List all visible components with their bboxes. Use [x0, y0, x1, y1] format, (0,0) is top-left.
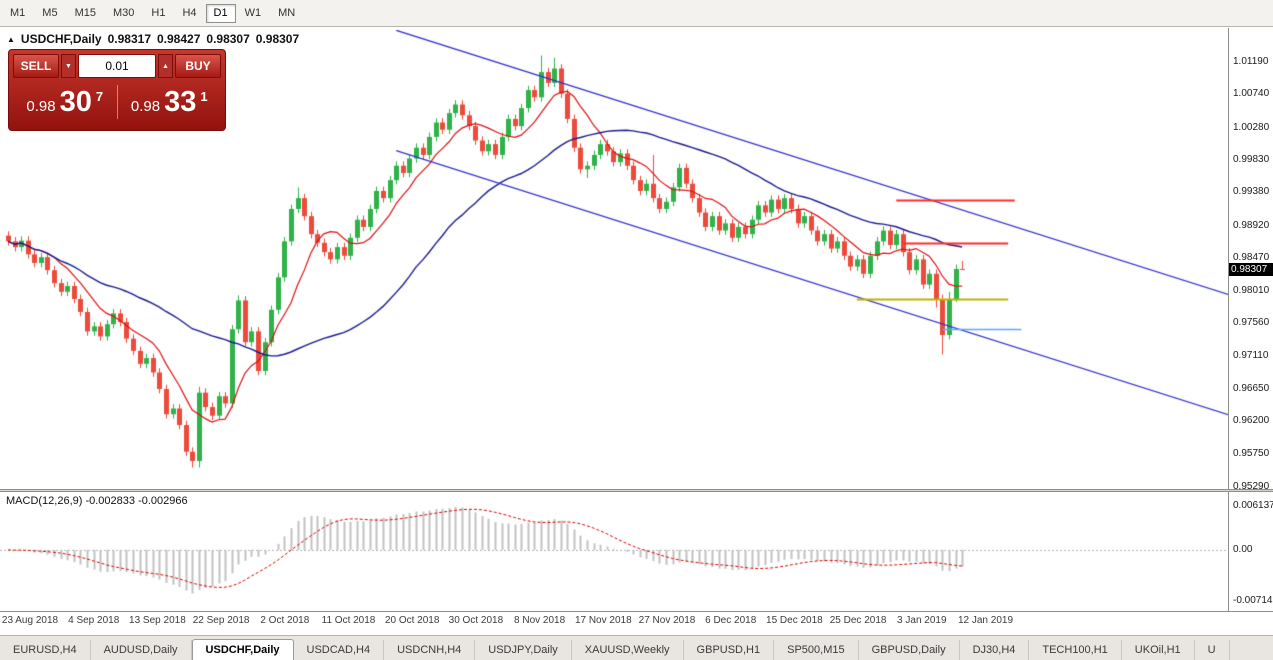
date-axis[interactable]: 23 Aug 2018 4 Sep 2018 13 Sep 2018 22 Sep 2… [0, 613, 1228, 631]
date-axis-label: 12 Jan 2019 [957, 615, 1014, 626]
chart-area: ▲ USDCHF,Daily 0.98317 0.98427 0.98307 0… [0, 28, 1273, 635]
chart-tab-eurusd-h4[interactable]: EURUSD,H4 [0, 640, 91, 660]
sell-price-point: 7 [95, 88, 104, 104]
chart-tab-audusd-daily[interactable]: AUDUSD,Daily [91, 640, 192, 660]
date-axis-label: 17 Nov 2018 [574, 615, 632, 626]
volume-increase-icon[interactable]: ▲ [158, 54, 173, 78]
buy-price-point: 1 [200, 88, 208, 104]
timeframe-button-h4[interactable]: H4 [174, 4, 204, 23]
price-axis-label: 0.98010 [1233, 285, 1270, 297]
price-axis-label: 0.96200 [1233, 415, 1270, 427]
macd-axis-label: 0.006137 [1233, 500, 1273, 511]
sell-price-prefix: 0.98 [26, 97, 56, 115]
chart-tab-usdjpy-daily[interactable]: USDJPY,Daily [475, 640, 572, 660]
price-axis-label: 0.95750 [1233, 447, 1270, 459]
timeframe-button-m5[interactable]: M5 [34, 4, 65, 23]
date-axis-label: 11 Oct 2018 [321, 615, 376, 626]
chart-tab-usdchf-daily[interactable]: USDCHF,Daily [191, 639, 294, 660]
price-axis-label: 0.99830 [1233, 153, 1270, 165]
volume-decrease-icon[interactable]: ▼ [61, 54, 76, 78]
date-axis-label: 4 Sep 2018 [68, 615, 120, 626]
chart-high-value: 0.98427 [157, 32, 201, 46]
chart-tab-dj30-h4[interactable]: DJ30,H4 [960, 640, 1030, 660]
date-axis-label: 15 Dec 2018 [766, 615, 823, 626]
price-axis-border [1228, 28, 1229, 611]
timeframe-button-m30[interactable]: M30 [105, 4, 142, 23]
price-axis-label: 1.01190 [1233, 56, 1269, 67]
pane-splitter[interactable] [0, 489, 1273, 492]
chart-tab-ukoil-h1[interactable]: UKOil,H1 [1122, 640, 1195, 660]
timeframe-button-d1[interactable]: D1 [205, 3, 236, 23]
one-click-trade-panel: SELL ▼ ▲ BUY 0.98 30 7 0.98 33 1 [8, 49, 226, 131]
buy-price-display[interactable]: 0.98 33 1 [118, 85, 222, 118]
price-axis-label: 0.98920 [1233, 219, 1270, 231]
macd-axis-label: 0.00 [1233, 543, 1253, 555]
sell-price-pips: 30 [59, 85, 92, 118]
chart-tab-usdcnh-h4[interactable]: USDCNH,H4 [384, 640, 476, 660]
chart-tabs-bar: EURUSD,H4 AUDUSD,Daily USDCHF,Daily USDCAD,… [0, 635, 1273, 660]
date-axis-label: 20 Oct 2018 [384, 615, 440, 626]
price-axis-label: 0.99380 [1233, 186, 1270, 198]
chart-close-value: 0.98307 [255, 32, 300, 46]
buy-price-pips: 33 [164, 85, 197, 118]
timeframe-button-h1[interactable]: H1 [143, 4, 173, 23]
timeframe-button-m15[interactable]: M15 [67, 4, 104, 23]
timeframe-button-m1[interactable]: M1 [2, 4, 33, 23]
date-axis-label: 13 Sep 2018 [129, 615, 186, 626]
date-axis-label: 8 Nov 2018 [514, 615, 566, 626]
price-axis[interactable]: 1.01190 1.00740 1.00280 0.99830 0.99380 0.989… [1228, 28, 1273, 611]
date-axis-label: 25 Dec 2018 [829, 615, 887, 626]
price-axis-label: 0.96650 [1233, 383, 1270, 395]
chart-open-value: 0.98317 [107, 32, 151, 46]
chart-symbol-label: USDCHF,Daily [20, 32, 102, 46]
price-divider [116, 85, 118, 119]
chart-tab-sp500-m15[interactable]: SP500,M15 [774, 640, 859, 660]
date-axis-label: 3 Jan 2019 [897, 615, 947, 626]
current-price-tag: 0.98307 [1228, 263, 1273, 276]
price-axis-label: 0.98470 [1233, 251, 1270, 263]
one-click-toggle-icon[interactable]: ▲ [7, 34, 15, 44]
price-axis-label: 1.00280 [1233, 121, 1270, 133]
macd-axis-label: -0.007142 [1233, 595, 1273, 606]
timeframe-button-mn[interactable]: MN [270, 4, 303, 23]
chart-title: ▲ USDCHF,Daily 0.98317 0.98427 0.98307 0… [7, 32, 299, 46]
chart-tab-usdcad-h4[interactable]: USDCAD,H4 [294, 640, 385, 660]
date-axis-label: 23 Aug 2018 [1, 615, 59, 626]
date-axis-label: 22 Sep 2018 [192, 615, 250, 626]
volume-input[interactable] [78, 54, 156, 78]
price-axis-label: 0.95290 [1233, 481, 1270, 492]
buy-button[interactable]: BUY [175, 54, 221, 78]
chart-tab-tech100-h1[interactable]: TECH100,H1 [1029, 640, 1122, 660]
chart-tab-gbpusd-daily[interactable]: GBPUSD,Daily [859, 640, 960, 660]
timeframe-button-w1[interactable]: W1 [237, 4, 270, 23]
chart-low-value: 0.98307 [206, 32, 250, 46]
price-axis-label: 0.97560 [1233, 317, 1270, 329]
date-axis-label: 27 Nov 2018 [638, 615, 696, 626]
chart-tab-gbpusd-h1[interactable]: GBPUSD,H1 [684, 640, 775, 660]
price-axis-label: 0.97110 [1233, 349, 1269, 361]
buy-price-prefix: 0.98 [130, 97, 161, 115]
macd-indicator-label: MACD(12,26,9) -0.002833 -0.002966 [6, 495, 188, 507]
price-axis-label: 1.00740 [1233, 88, 1270, 100]
chart-tab-xauusd-weekly[interactable]: XAUUSD,Weekly [572, 640, 684, 660]
timeframe-toolbar: M1 M5 M15 M30 H1 H4 D1 W1 MN [0, 0, 1273, 27]
macd-pane-border [0, 611, 1273, 612]
date-axis-label: 6 Dec 2018 [705, 615, 757, 626]
date-axis-label: 30 Oct 2018 [448, 615, 504, 626]
date-axis-label: 2 Oct 2018 [260, 615, 310, 626]
sell-button[interactable]: SELL [13, 54, 59, 78]
sell-price-display[interactable]: 0.98 30 7 [13, 85, 117, 118]
chart-tab-u[interactable]: U [1195, 640, 1230, 660]
